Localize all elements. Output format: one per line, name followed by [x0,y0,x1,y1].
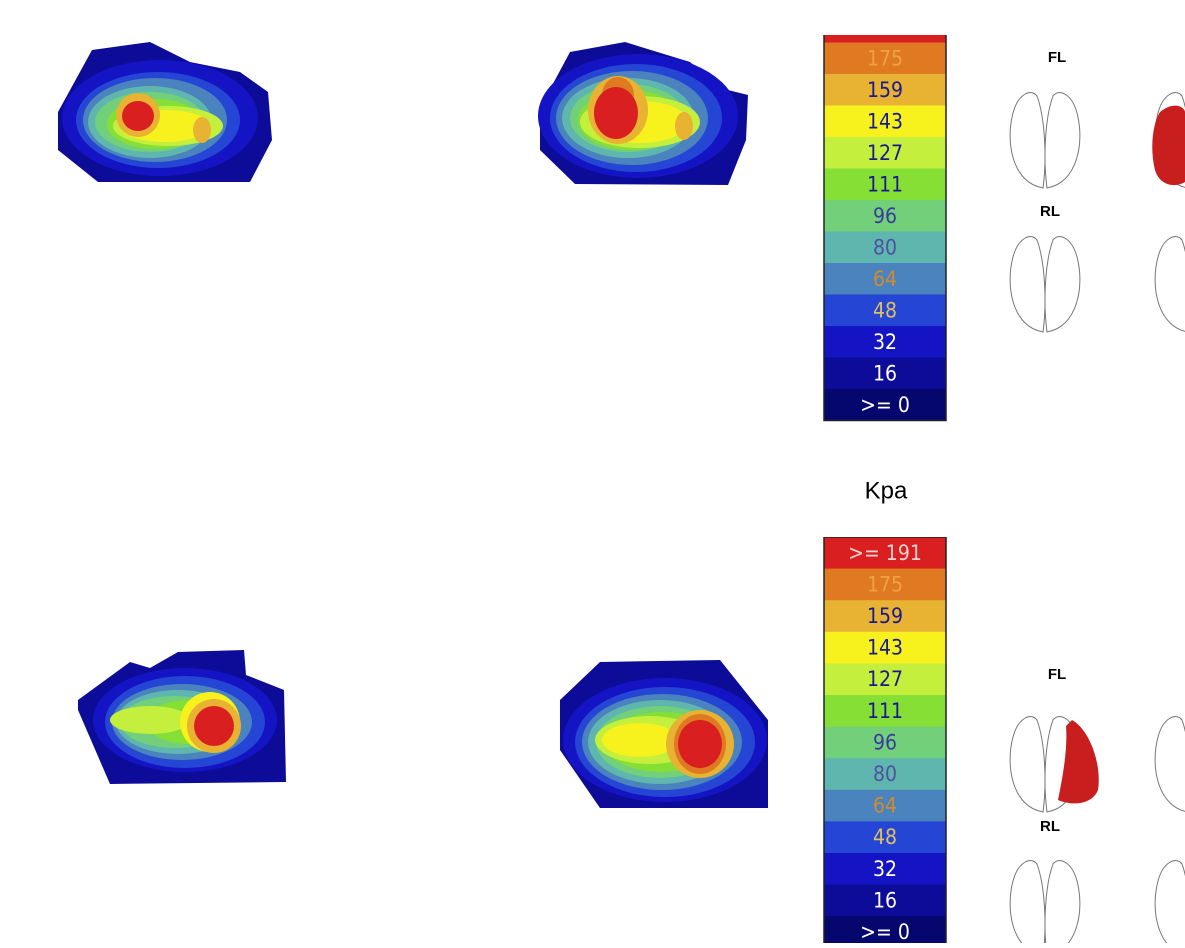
scale-label: 159 [867,604,903,628]
pressure-zone [594,87,638,139]
scale-label: 32 [873,857,897,881]
pressure-zone [678,720,722,768]
scale-label: 111 [867,172,903,196]
pressure-map [538,42,748,185]
hoof-claw [1155,861,1185,943]
scale-label: >= 0 [860,393,910,417]
pressure-map [78,650,286,784]
hoof-label: FL [1048,49,1066,66]
hoof-label: FL [1048,666,1066,683]
scale-label: 127 [867,141,903,165]
pressure-zone [675,112,693,140]
hoof-claw [1045,861,1080,943]
scale-label: 96 [873,204,897,228]
scale-label: 48 [873,298,897,322]
pressure-zone [193,117,211,143]
scale-label: 64 [873,794,897,818]
scale-label: 159 [867,78,903,102]
hoof-claw [1010,93,1045,188]
scale-label: 80 [873,235,897,259]
hoof-claw [1045,93,1080,188]
hoof-claw [1010,237,1045,332]
scale-label: 96 [873,730,897,754]
scale-label: 16 [873,888,897,912]
hoof-claw [1010,717,1045,812]
scale-label: 32 [873,330,897,354]
scale-label: 111 [867,699,903,723]
unit-label: Kpa [865,477,908,504]
scale-label: >= 191 [848,15,922,39]
hoof-claw [1010,861,1045,943]
hoof-claw [1045,237,1080,332]
pressure-area [1058,720,1099,803]
pressure-zone [194,706,234,746]
scale-label: >= 191 [848,541,922,565]
scale-label: 175 [867,46,903,70]
color-scale: >= 191 175 159 143 127 111 96 80 64 48 32 16 >= 0 [824,11,946,421]
scale-label: 64 [873,267,897,291]
pressure-map [58,42,272,182]
hoof-diagrams: FL RL FL RL [1010,49,1185,943]
pressure-map [560,660,768,808]
color-scale: >= 191 175 159 143 127 111 96 80 64 48 32 16 >= 0 [824,537,946,943]
scale-label: 143 [867,109,903,133]
scale-label: 16 [873,361,897,385]
hoof-claw [1155,717,1185,812]
pressure-zone [110,706,190,734]
hoof-label: RL [1040,203,1060,220]
scale-label: 143 [867,636,903,660]
pressure-maps [58,42,768,808]
page: >= 191 175 159 143 127 111 96 80 64 48 32 16 >= 0 Kp… [0,0,1185,943]
scale-label: 48 [873,825,897,849]
scale-label: 80 [873,762,897,786]
pressure-zone [122,101,154,131]
scale-label: 175 [867,572,903,596]
scale-label: 127 [867,667,903,691]
scale-label: >= 0 [860,920,910,943]
hoof-label: RL [1040,818,1060,835]
figure: >= 191 175 159 143 127 111 96 80 64 48 32 16 >= 0 Kp… [0,0,1185,943]
hoof-claw [1155,237,1185,332]
